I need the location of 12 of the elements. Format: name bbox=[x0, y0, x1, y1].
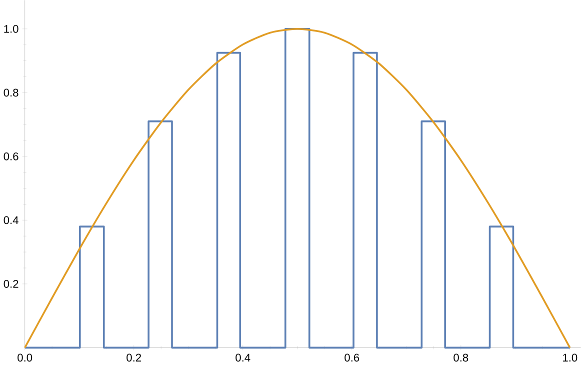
x-tick-label: 1.0 bbox=[563, 354, 578, 362]
y-tick-label: 0.8 bbox=[4, 88, 18, 97]
x-tick-label: 0.8 bbox=[454, 354, 468, 362]
x-tick-label: 0.0 bbox=[18, 354, 32, 362]
x-tick-label: 0.2 bbox=[126, 354, 141, 362]
line-series bbox=[24, 28, 571, 349]
x-tick-label: 0.6 bbox=[344, 354, 360, 362]
y-tick-label: 1.0 bbox=[4, 24, 18, 33]
y-tick-label: 0.4 bbox=[4, 216, 18, 224]
x-tick-label: 0.4 bbox=[236, 354, 250, 362]
y-tick-label: 0.6 bbox=[4, 152, 18, 160]
y-tick-label: 0.2 bbox=[4, 280, 18, 288]
